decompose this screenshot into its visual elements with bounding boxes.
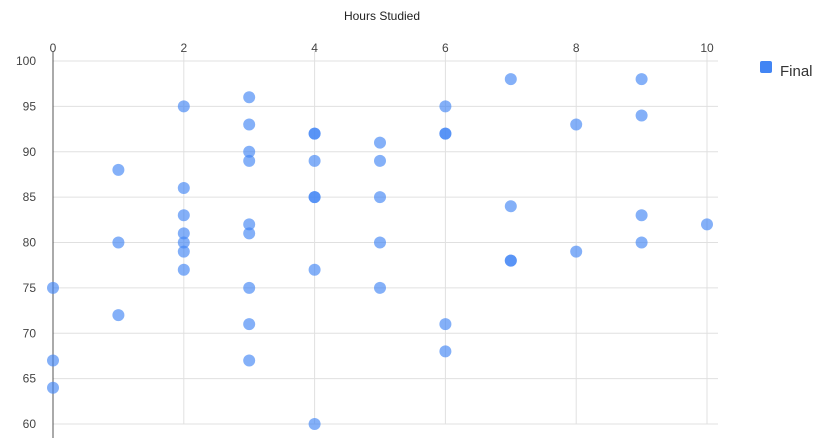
data-point xyxy=(504,254,517,267)
data-point xyxy=(243,154,256,167)
data-point xyxy=(177,263,190,276)
data-point xyxy=(177,100,190,113)
data-point xyxy=(635,209,648,222)
data-point xyxy=(635,73,648,86)
legend-label: Final xyxy=(780,63,813,80)
x-tick-label: 8 xyxy=(573,41,580,55)
data-point xyxy=(439,100,452,113)
tick-labels: 100 95 90 85 80 75 70 65 60 0 2 4 6 8 10 xyxy=(16,41,714,431)
data-point xyxy=(177,209,190,222)
data-point xyxy=(243,318,256,331)
y-tick-label: 90 xyxy=(23,145,37,159)
data-point xyxy=(243,145,256,158)
data-point xyxy=(635,109,648,122)
data-points xyxy=(47,73,713,430)
data-point xyxy=(439,318,452,331)
y-tick-label: 80 xyxy=(23,236,37,250)
data-point xyxy=(112,163,125,176)
data-point xyxy=(439,127,452,140)
data-point xyxy=(374,236,386,249)
data-point xyxy=(308,191,321,204)
y-tick-label: 95 xyxy=(23,99,37,113)
data-point xyxy=(701,218,713,231)
data-point xyxy=(243,354,256,367)
data-point xyxy=(177,236,190,249)
data-point xyxy=(243,218,256,231)
data-point xyxy=(374,154,386,167)
y-tick-label: 65 xyxy=(23,372,37,386)
data-point xyxy=(504,200,517,213)
data-point xyxy=(177,227,190,240)
x-tick-label: 2 xyxy=(180,41,187,55)
data-point xyxy=(570,118,583,131)
data-point xyxy=(243,281,256,294)
data-point xyxy=(504,73,517,86)
x-tick-label: 10 xyxy=(700,41,714,55)
x-tick-label: 6 xyxy=(442,41,449,55)
y-tick-label: 75 xyxy=(23,281,37,295)
data-point xyxy=(374,191,386,204)
data-point xyxy=(308,418,321,430)
data-point xyxy=(570,245,583,258)
x-tick-label: 4 xyxy=(311,41,318,55)
data-point xyxy=(177,245,190,258)
data-point xyxy=(439,345,452,358)
x-tick-label: 0 xyxy=(50,41,57,55)
legend-swatch xyxy=(760,61,772,73)
y-tick-label: 100 xyxy=(16,54,36,68)
data-point xyxy=(308,263,321,276)
data-point xyxy=(374,136,386,149)
data-point xyxy=(177,182,190,195)
data-point xyxy=(243,118,256,131)
data-point xyxy=(112,309,125,322)
x-axis-title: Hours Studied xyxy=(344,9,420,23)
data-point xyxy=(47,381,59,394)
data-point xyxy=(374,281,386,294)
data-point xyxy=(47,281,59,294)
y-tick-label: 85 xyxy=(23,190,37,204)
y-tick-label: 70 xyxy=(23,326,37,340)
gridlines xyxy=(53,51,718,425)
data-point xyxy=(243,91,256,104)
y-tick-label: 60 xyxy=(23,417,37,431)
legend[interactable]: Final xyxy=(760,61,813,80)
data-point xyxy=(308,127,321,140)
data-point xyxy=(47,354,59,367)
data-point xyxy=(243,227,256,240)
data-point xyxy=(308,154,321,167)
data-point xyxy=(112,236,125,249)
data-point xyxy=(635,236,648,249)
